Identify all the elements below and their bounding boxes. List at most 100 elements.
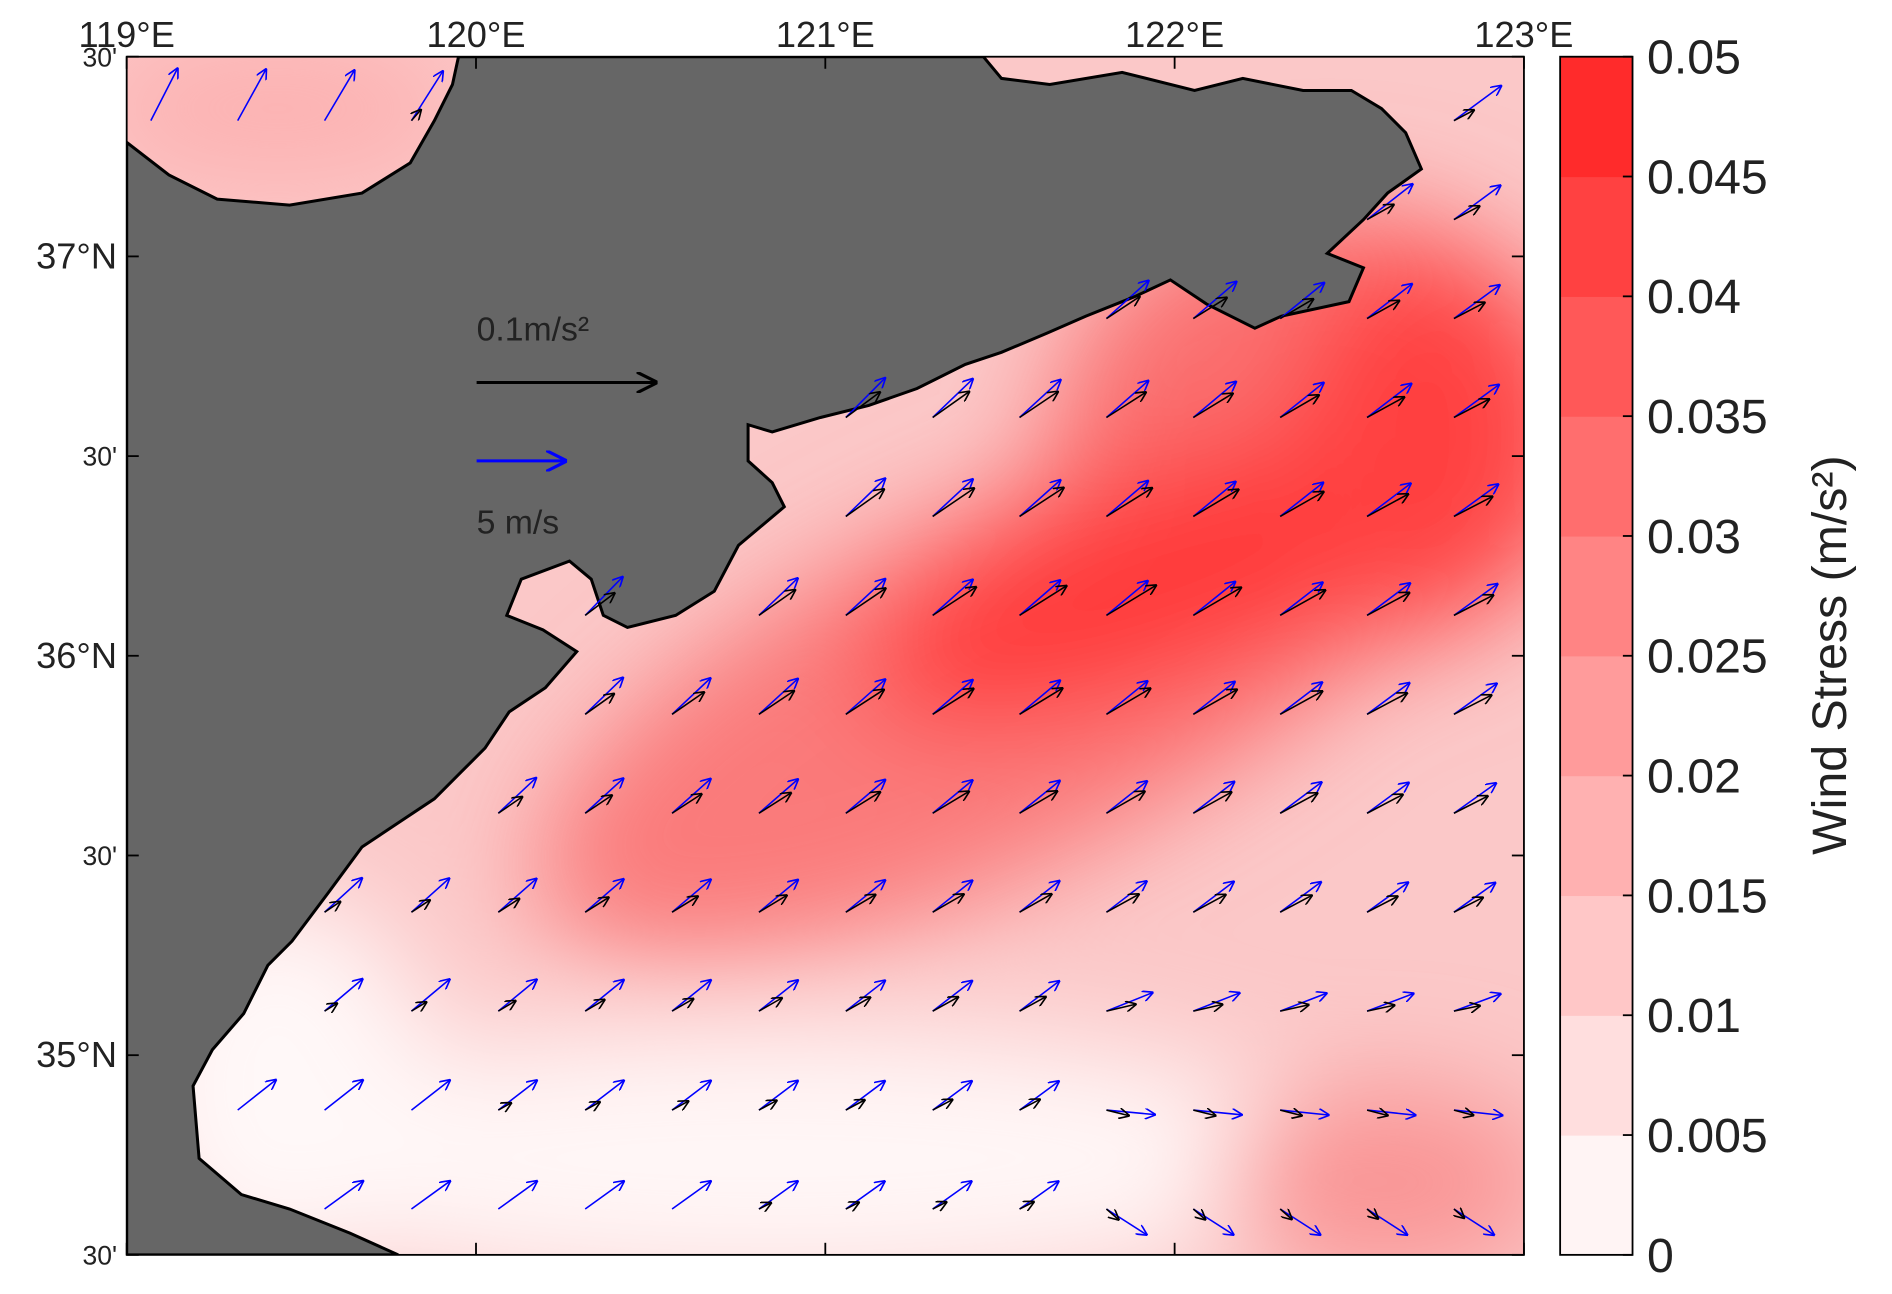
stress-arrow xyxy=(324,901,342,913)
stress-arrow xyxy=(932,1099,954,1111)
stress-arrow xyxy=(845,588,887,617)
wind-arrow xyxy=(845,478,886,517)
stress-arrow xyxy=(497,1000,516,1012)
wind-arrow xyxy=(845,679,886,715)
shade xyxy=(1291,253,1524,616)
wind-arrow xyxy=(1366,782,1410,814)
wind-arrow xyxy=(324,1079,364,1111)
wind-arrow xyxy=(1453,683,1498,715)
stress-arrow xyxy=(1019,791,1058,814)
stress-arrow xyxy=(1019,391,1059,419)
stress-arrow xyxy=(1106,487,1152,518)
wind-arrow xyxy=(845,377,886,419)
y-tick-label: 35°N xyxy=(36,1034,117,1075)
y-tick-label: 30' xyxy=(82,1241,117,1271)
stress-arrow xyxy=(671,896,699,913)
stress-arrow xyxy=(1106,791,1145,814)
stress-arrow xyxy=(1454,1209,1465,1219)
stress-arrow xyxy=(411,900,430,913)
colorbar-tick-label: 0.025 xyxy=(1647,630,1768,684)
stress-arrow xyxy=(671,998,694,1012)
wind-arrow xyxy=(324,1180,364,1210)
stress-arrow xyxy=(584,999,605,1012)
wind-arrow xyxy=(1192,381,1236,419)
wind-arrow xyxy=(845,779,886,814)
stress-arrow xyxy=(584,1102,601,1111)
stress-arrow xyxy=(758,1100,778,1111)
stress-arrow xyxy=(1019,996,1047,1012)
stress-arrow xyxy=(1193,1004,1223,1011)
stress-arrow xyxy=(845,392,881,419)
colorbar-tick-label: 0.03 xyxy=(1647,510,1741,564)
stress-arrow xyxy=(1106,1004,1136,1012)
stress-arrow xyxy=(1366,204,1394,221)
colorbar-tick-label: 0.005 xyxy=(1647,1109,1768,1163)
stress-arrow xyxy=(1193,1110,1216,1116)
stress-arrow xyxy=(497,898,520,913)
stress-arrow xyxy=(1019,1201,1035,1209)
wind-arrow xyxy=(1453,85,1502,122)
stress-arrow xyxy=(758,895,788,913)
wind-arrow xyxy=(758,578,799,616)
wind-arrow xyxy=(1280,1110,1329,1115)
wind-arrow xyxy=(1105,781,1147,814)
axes: 119°E 120°E 121°E 122°E 123°E 30' 35°N 30' 36°N 3… xyxy=(36,14,1573,1270)
wind-arrow xyxy=(1192,781,1235,814)
stress-arrow xyxy=(1453,897,1484,913)
stress-arrow xyxy=(584,795,613,814)
colorbar-tick-label: 0.05 xyxy=(1647,31,1741,85)
stress-arrow xyxy=(758,589,796,617)
stress-arrow xyxy=(411,109,421,122)
field xyxy=(126,56,1524,1255)
wind-arrow xyxy=(584,979,624,1012)
stress-arrow xyxy=(497,1102,512,1110)
stress-arrow xyxy=(1019,487,1065,518)
wind-arrow xyxy=(1453,384,1500,419)
wind-arrow xyxy=(932,378,974,419)
wind-arrow xyxy=(1453,484,1499,518)
stress-arrow xyxy=(1192,489,1239,518)
shade xyxy=(1218,1085,1524,1255)
y-tick-label: 37°N xyxy=(36,235,117,276)
wind-arrow xyxy=(932,479,974,518)
wind-arrow xyxy=(410,1080,450,1111)
wind-arrow xyxy=(1105,380,1149,419)
stress-arrow xyxy=(1106,1110,1129,1116)
colorbar-tick-label: 0.035 xyxy=(1647,390,1768,444)
stress-arrow xyxy=(845,1202,860,1209)
wind-arrow xyxy=(1192,581,1236,616)
stress-arrow xyxy=(1366,397,1405,419)
stress-arrow xyxy=(1366,300,1400,320)
x-tick-label: 123°E xyxy=(1474,14,1573,55)
stress-arrow xyxy=(584,897,609,913)
wind-arrow xyxy=(1192,681,1235,715)
wind-arrow xyxy=(1192,481,1236,518)
stress-arrow xyxy=(1279,1208,1292,1220)
land xyxy=(126,56,1424,1255)
stress-arrow xyxy=(1019,585,1068,617)
stress-arrow xyxy=(1192,792,1232,814)
colorbar-band xyxy=(1560,895,1633,1016)
stress-arrow xyxy=(1366,494,1409,518)
stress-arrow xyxy=(758,792,792,814)
stress-arrow xyxy=(932,1202,948,1209)
stress-arrow xyxy=(1019,688,1064,715)
wind-arrow xyxy=(1453,185,1501,221)
wind-arrow xyxy=(323,69,355,122)
stress-arrow xyxy=(845,894,876,913)
wind-arrow xyxy=(1019,780,1061,814)
shade xyxy=(126,56,471,181)
wind-arrow xyxy=(1192,881,1234,913)
stress-arrow xyxy=(584,693,615,715)
stress-arrow xyxy=(671,692,705,715)
colorbar: 0 0.005 0.01 0.015 0.02 0.025 0.03 0.035 0.04 0.0… xyxy=(1559,31,1768,1283)
stress-arrow xyxy=(1366,592,1410,617)
colorbar-band xyxy=(1560,56,1633,178)
wind-arrow xyxy=(758,779,799,814)
wind-arrow xyxy=(497,878,537,913)
stress-arrow xyxy=(1192,689,1237,715)
stress-arrow xyxy=(932,997,959,1012)
shade xyxy=(193,1025,1352,1255)
wind-arrow xyxy=(1019,479,1062,518)
